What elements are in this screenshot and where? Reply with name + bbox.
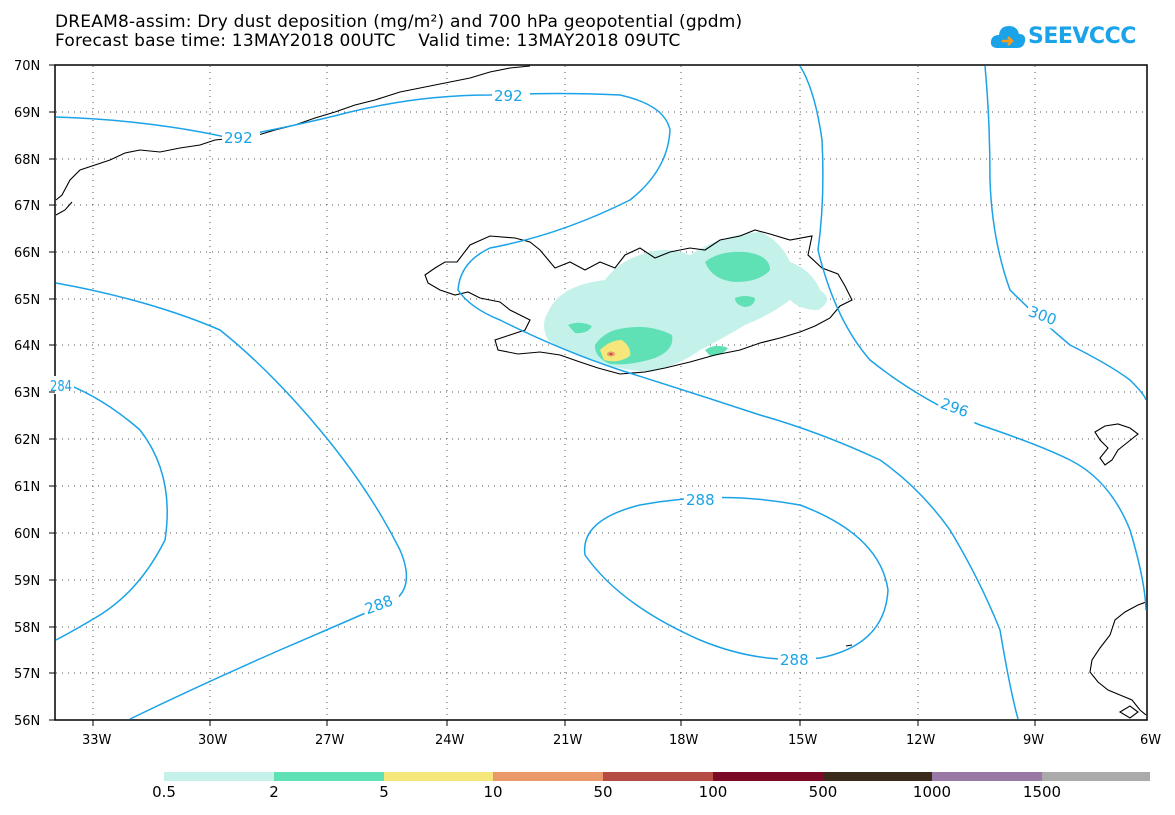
longitude-labels: 33W 30W 27W 24W 21W 18W 15W 12W 9W 6W bbox=[82, 733, 1161, 748]
lat-label: 62N bbox=[14, 433, 40, 448]
lat-label: 69N bbox=[14, 106, 40, 121]
legend-label: 50 bbox=[593, 783, 613, 801]
lat-label: 70N bbox=[14, 59, 40, 74]
lat-label: 66N bbox=[14, 246, 40, 261]
legend-label: 5 bbox=[379, 783, 389, 801]
legend-label: 1000 bbox=[912, 783, 952, 801]
color-legend: 0.5 2 5 10 50 100 500 1000 1500 bbox=[0, 772, 1175, 812]
legend-swatch bbox=[603, 772, 713, 781]
axis-ticks bbox=[49, 64, 1036, 726]
geopotential-contours bbox=[55, 65, 1147, 720]
lat-label: 64N bbox=[14, 339, 40, 354]
coastlines bbox=[55, 65, 1147, 719]
lat-label: 57N bbox=[14, 667, 40, 682]
cloud-icon bbox=[990, 26, 1026, 48]
lon-label: 15W bbox=[788, 733, 818, 748]
legend-label: 500 bbox=[808, 783, 838, 801]
lon-label: 24W bbox=[435, 733, 465, 748]
lat-label: 56N bbox=[14, 714, 40, 729]
contour-label: 288 bbox=[780, 651, 809, 669]
map-subtitle: Forecast base time: 13MAY2018 00UTC Vali… bbox=[55, 31, 681, 51]
contour-labels: 292 292 300 296 288 288 288 284 bbox=[50, 86, 1068, 669]
lon-label: 9W bbox=[1023, 733, 1044, 748]
lat-label: 67N bbox=[14, 199, 40, 214]
map-title: DREAM8-assim: Dry dust deposition (mg/m²… bbox=[55, 12, 743, 32]
legend-label: 0.5 bbox=[152, 783, 176, 801]
contour-label: 292 bbox=[224, 129, 253, 147]
lon-label: 30W bbox=[198, 733, 228, 748]
lat-label: 68N bbox=[14, 153, 40, 168]
lon-label: 12W bbox=[906, 733, 936, 748]
contour-label: 284 bbox=[50, 377, 72, 395]
lat-label: 58N bbox=[14, 621, 40, 636]
contour-label: 296 bbox=[938, 394, 971, 421]
legend-label: 1500 bbox=[1022, 783, 1062, 801]
legend-swatch bbox=[384, 772, 493, 781]
legend-swatch bbox=[823, 772, 932, 781]
seevccc-logo: SEEVCCC bbox=[990, 18, 1160, 58]
contour-label: 300 bbox=[1026, 302, 1059, 329]
legend-swatch bbox=[493, 772, 603, 781]
lon-label: 33W bbox=[82, 733, 112, 748]
lon-label: 27W bbox=[315, 733, 345, 748]
legend-swatch bbox=[1042, 772, 1150, 781]
grid-lines bbox=[56, 66, 1146, 719]
logo-text: SEEVCCC bbox=[1028, 24, 1136, 49]
lat-label: 60N bbox=[14, 527, 40, 542]
lon-label: 6W bbox=[1140, 733, 1161, 748]
lat-label: 59N bbox=[14, 574, 40, 589]
contour-label: 292 bbox=[494, 87, 523, 105]
legend-label: 100 bbox=[698, 783, 728, 801]
legend-swatch bbox=[274, 772, 384, 781]
contour-label: 288 bbox=[362, 592, 395, 619]
dust-deposition-shading bbox=[544, 232, 828, 372]
lat-label: 65N bbox=[14, 293, 40, 308]
lon-label: 21W bbox=[553, 733, 583, 748]
contour-label: 288 bbox=[686, 491, 715, 509]
legend-swatch bbox=[713, 772, 823, 781]
legend-label: 2 bbox=[269, 783, 279, 801]
lat-label: 61N bbox=[14, 480, 40, 495]
legend-swatch bbox=[932, 772, 1042, 781]
lat-label: 63N bbox=[14, 386, 40, 401]
legend-label: 10 bbox=[483, 783, 503, 801]
lon-label: 18W bbox=[669, 733, 699, 748]
legend-swatch bbox=[164, 772, 274, 781]
latitude-labels: 70N 69N 68N 67N 66N 65N 64N 63N 62N 61N … bbox=[14, 59, 40, 729]
